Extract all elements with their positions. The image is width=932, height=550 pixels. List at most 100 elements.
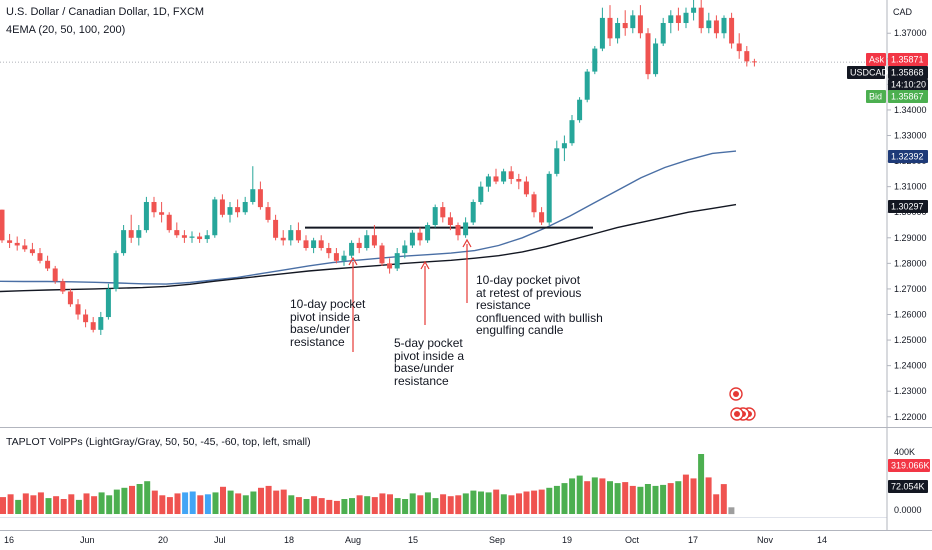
candles-layer xyxy=(0,0,757,335)
candle-body xyxy=(364,235,370,249)
candle-body xyxy=(729,17,735,44)
ema-black-tag-text: 1.30297 xyxy=(891,202,924,212)
candle xyxy=(698,0,704,34)
ask-value: 1.35871 xyxy=(888,53,928,66)
candle xyxy=(242,196,248,215)
candle xyxy=(470,199,476,226)
candle xyxy=(485,173,491,192)
volume-bar xyxy=(424,492,431,514)
volume-bar xyxy=(387,494,393,514)
candle-body xyxy=(227,207,233,215)
volume-bar xyxy=(690,478,697,514)
candle-body xyxy=(288,230,294,241)
candle xyxy=(151,196,157,218)
time-tick-label: 17 xyxy=(688,535,698,545)
us-flag-icon-1 xyxy=(730,407,744,421)
candle xyxy=(52,265,58,284)
candle xyxy=(181,230,187,243)
candle-body xyxy=(637,15,643,34)
last-price-tag: 1.35868 xyxy=(888,66,928,79)
candle xyxy=(0,209,5,243)
volume-bar xyxy=(280,489,287,514)
volume-bar xyxy=(356,495,363,515)
volume-bar xyxy=(220,486,226,514)
candle-body xyxy=(432,207,438,226)
volume-indicator-title[interactable]: TAPLOT VolPPs (LightGray/Gray, 50, 50, -… xyxy=(6,436,311,448)
candle-body xyxy=(22,245,28,250)
candle xyxy=(478,181,484,205)
candle xyxy=(14,236,20,251)
volume-bar xyxy=(652,485,659,514)
volume-axis-top: 400K xyxy=(894,447,915,457)
candle xyxy=(508,166,514,185)
candle xyxy=(227,201,233,223)
candle-body xyxy=(447,217,453,226)
candle-body xyxy=(470,201,476,223)
candle xyxy=(364,230,370,251)
volume-bar xyxy=(250,491,257,514)
candle xyxy=(189,231,195,243)
time-tick-label: 16 xyxy=(4,535,14,545)
candle xyxy=(136,225,142,246)
price-tick-label: 1.33000 xyxy=(894,131,927,141)
candle xyxy=(561,135,567,162)
indicator-title[interactable]: 4EMA (20, 50, 100, 200) xyxy=(6,24,126,36)
candle-body xyxy=(691,7,697,13)
candle-body xyxy=(204,235,210,240)
candle xyxy=(630,10,636,34)
event-flags[interactable] xyxy=(729,387,756,421)
countdown-tag: 14:10:20 xyxy=(888,79,928,91)
volume-bar xyxy=(599,478,606,514)
volume-bar xyxy=(402,499,409,514)
symbol-tag: USDCAD xyxy=(847,66,889,79)
candle xyxy=(501,168,507,185)
ema-layer xyxy=(0,150,737,293)
volume-bar xyxy=(728,507,735,515)
ema-blue-line xyxy=(0,150,737,285)
candle-body xyxy=(455,225,461,236)
volume-bar xyxy=(644,484,651,514)
candle xyxy=(143,196,149,233)
candle-body xyxy=(371,235,377,246)
candle-body xyxy=(607,17,613,39)
candle xyxy=(402,240,408,259)
candle-body xyxy=(7,240,13,243)
volume-bar xyxy=(151,490,158,514)
candle xyxy=(212,196,218,238)
countdown-tag-bg xyxy=(888,79,928,91)
arrow-10day-pivot xyxy=(348,256,358,352)
price-tick-label: 1.28000 xyxy=(894,258,927,268)
volume-bar xyxy=(98,492,105,514)
candle xyxy=(531,191,537,218)
candle xyxy=(128,214,134,243)
candle-body xyxy=(493,176,499,182)
candle-body xyxy=(90,322,96,330)
candle-body xyxy=(387,263,393,269)
candle-body xyxy=(561,143,567,149)
volume-bar xyxy=(113,489,120,514)
volume-bar xyxy=(538,489,545,514)
candle-body xyxy=(546,173,552,223)
time-tick-label: Aug xyxy=(345,535,361,545)
volume-bar xyxy=(493,489,500,514)
volume-bar xyxy=(182,492,189,514)
volume-bar xyxy=(303,499,310,514)
symbol-title[interactable]: U.S. Dollar / Canadian Dollar, 1D, FXCM xyxy=(6,6,205,18)
candle xyxy=(607,5,613,47)
volume-bar xyxy=(91,496,98,514)
candle-body xyxy=(417,232,423,241)
volume-bar xyxy=(576,475,583,514)
volume-bar xyxy=(121,487,128,515)
volume-bar xyxy=(523,491,530,514)
time-tick-label: Jul xyxy=(214,535,226,545)
candle xyxy=(379,242,385,266)
time-tick-label: 18 xyxy=(284,535,294,545)
candle xyxy=(387,258,393,274)
candle-body xyxy=(326,248,332,254)
volume-bar xyxy=(720,484,727,514)
candle-body xyxy=(174,230,180,236)
candle xyxy=(592,46,598,75)
